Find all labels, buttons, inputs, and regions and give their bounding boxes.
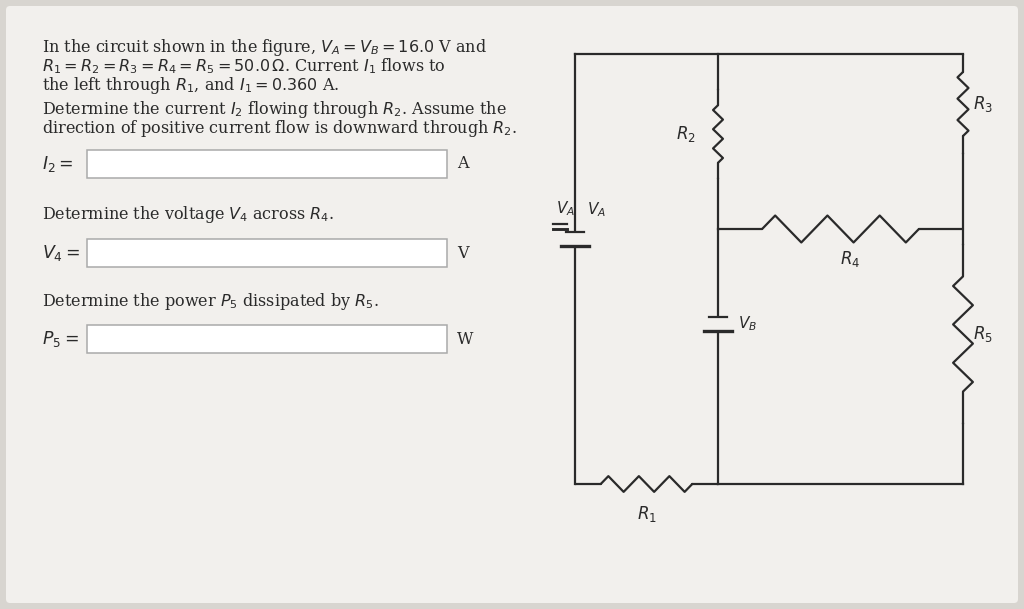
Text: Determine the voltage $V_4$ across $R_4$.: Determine the voltage $V_4$ across $R_4$… <box>42 204 334 225</box>
Text: Determine the power $P_5$ dissipated by $R_5$.: Determine the power $P_5$ dissipated by … <box>42 291 379 312</box>
Text: $R_5$: $R_5$ <box>973 324 993 344</box>
Text: the left through $R_1$, and $I_1 = 0.360$ A.: the left through $R_1$, and $I_1 = 0.360… <box>42 75 339 96</box>
FancyBboxPatch shape <box>87 150 447 178</box>
FancyBboxPatch shape <box>6 6 1018 603</box>
Text: $V_B$: $V_B$ <box>738 315 757 333</box>
Text: $V_4 =$: $V_4 =$ <box>42 243 80 263</box>
Text: direction of positive current flow is downward through $R_2$.: direction of positive current flow is do… <box>42 118 517 139</box>
Text: $V_A$: $V_A$ <box>587 200 606 219</box>
Text: Determine the current $I_2$ flowing through $R_2$. Assume the: Determine the current $I_2$ flowing thro… <box>42 99 507 120</box>
FancyBboxPatch shape <box>87 239 447 267</box>
Text: $I_2 =$: $I_2 =$ <box>42 154 74 174</box>
Text: $R_1 = R_2 = R_3 = R_4 = R_5 = 50.0\,\Omega$. Current $I_1$ flows to: $R_1 = R_2 = R_3 = R_4 = R_5 = 50.0\,\Om… <box>42 56 445 76</box>
Text: A: A <box>457 155 469 172</box>
Text: $R_4$: $R_4$ <box>841 249 860 269</box>
Text: $V_A$: $V_A$ <box>555 199 574 218</box>
Text: $P_5 =$: $P_5 =$ <box>42 329 79 349</box>
Text: $R_3$: $R_3$ <box>973 94 993 114</box>
Text: W: W <box>457 331 473 348</box>
Text: $R_2$: $R_2$ <box>676 124 696 144</box>
Text: $R_1$: $R_1$ <box>637 504 656 524</box>
Text: In the circuit shown in the figure, $V_A = V_B = 16.0$ V and: In the circuit shown in the figure, $V_A… <box>42 37 486 58</box>
FancyBboxPatch shape <box>87 325 447 353</box>
Text: V: V <box>457 244 469 261</box>
